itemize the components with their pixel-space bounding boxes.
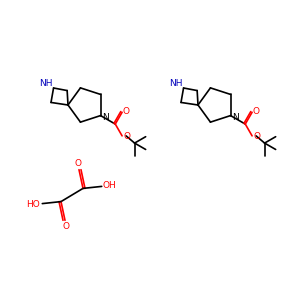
Text: NH: NH xyxy=(39,80,52,88)
Text: O: O xyxy=(123,107,130,116)
Text: O: O xyxy=(124,132,130,141)
Text: O: O xyxy=(253,107,260,116)
Text: N: N xyxy=(102,113,109,122)
Text: O: O xyxy=(62,222,70,231)
Text: OH: OH xyxy=(103,181,117,190)
Text: O: O xyxy=(254,132,261,141)
Text: N: N xyxy=(232,113,239,122)
Text: O: O xyxy=(74,159,82,168)
Text: NH: NH xyxy=(169,80,182,88)
Text: HO: HO xyxy=(26,200,40,209)
